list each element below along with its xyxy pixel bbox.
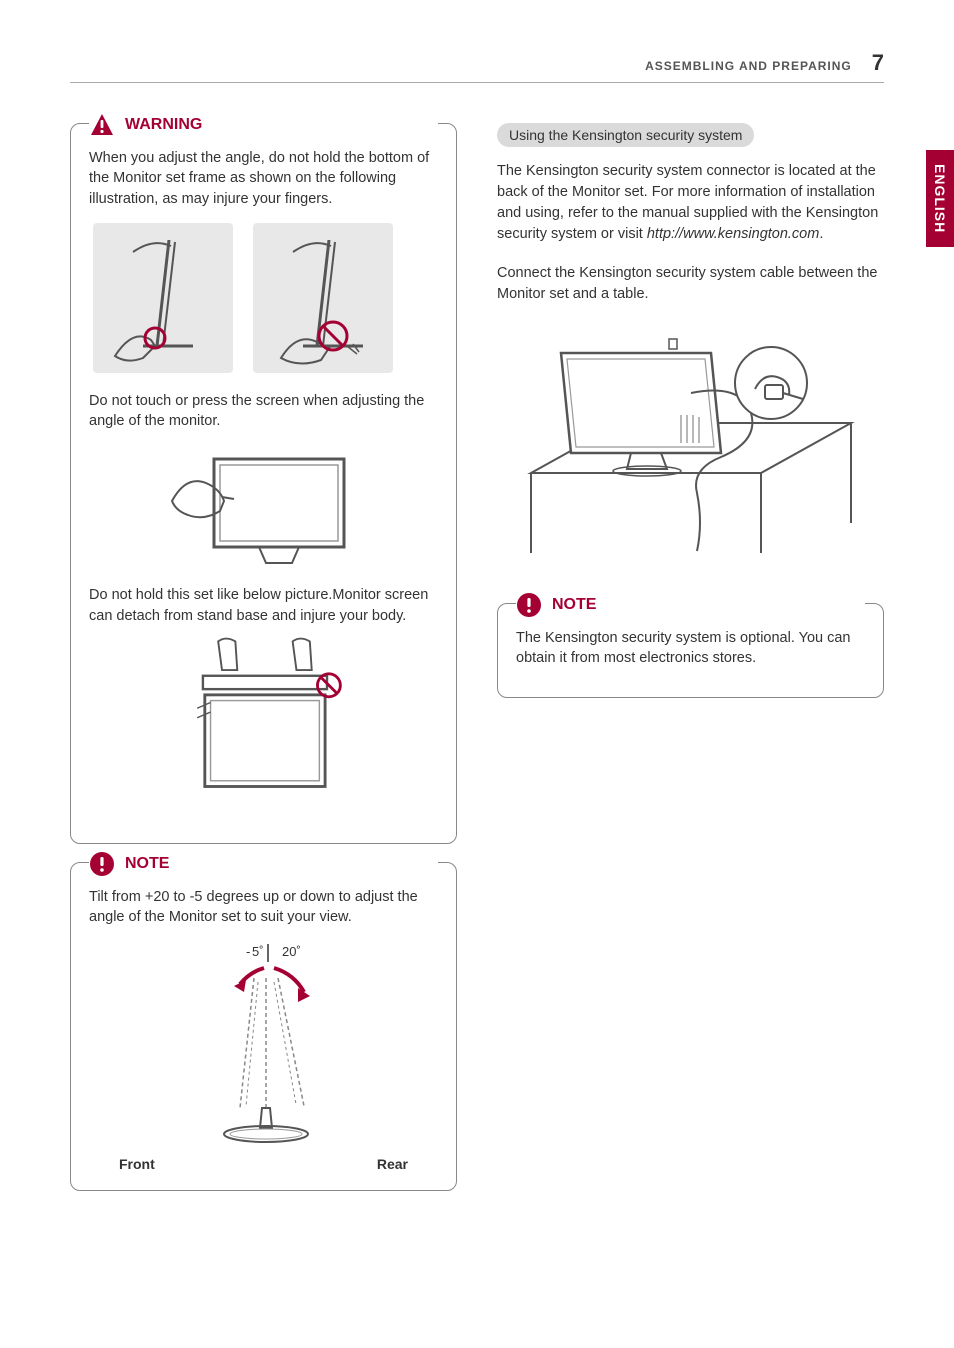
illustration-kensington [497, 323, 884, 563]
note-icon [516, 592, 542, 618]
rear-label: Rear [377, 1156, 408, 1172]
kensington-p1: The Kensington security system connector… [497, 161, 884, 245]
page-content: ASSEMBLING AND PREPARING 7 WARNING [0, 0, 954, 1249]
illustration-hand-no [253, 223, 393, 373]
svg-text:-: - [246, 944, 250, 959]
note-icon [89, 851, 115, 877]
illustration-tilt: - 5˚ 20˚ [89, 938, 438, 1148]
warning-text-3: Do not hold this set like below picture.… [89, 585, 438, 626]
illustration-detach [89, 636, 438, 811]
warning-illustration-row [89, 219, 438, 377]
note-callout-right: NOTE The Kensington security system is o… [497, 603, 884, 698]
note-callout-left: NOTE Tilt from +20 to -5 degrees up or d… [70, 862, 457, 1191]
page-number: 7 [872, 50, 884, 76]
page-header: ASSEMBLING AND PREPARING 7 [70, 50, 884, 83]
illustration-hand-ok [93, 223, 233, 373]
note-title-left: NOTE [121, 855, 173, 873]
warning-text-2: Do not touch or press the screen when ad… [89, 391, 438, 432]
right-column: Using the Kensington security system The… [497, 123, 884, 1209]
warning-text-1: When you adjust the angle, do not hold t… [89, 148, 438, 209]
kensington-heading: Using the Kensington security system [497, 123, 754, 147]
kensington-p2: Connect the Kensington security system c… [497, 263, 884, 305]
illustration-press-screen [89, 441, 438, 571]
angle-neg-label: 5˚ [252, 944, 264, 959]
section-title: ASSEMBLING AND PREPARING [645, 59, 852, 73]
note-title-right: NOTE [548, 596, 600, 614]
angle-pos-label: 20˚ [282, 944, 301, 959]
front-label: Front [119, 1156, 155, 1172]
left-column: WARNING When you adjust the angle, do no… [70, 123, 457, 1209]
warning-title: WARNING [121, 116, 206, 134]
warning-icon [89, 112, 115, 138]
note-text-left: Tilt from +20 to -5 degrees up or down t… [89, 887, 438, 928]
warning-callout: WARNING When you adjust the angle, do no… [70, 123, 457, 844]
note-text-right: The Kensington security system is option… [516, 628, 865, 669]
